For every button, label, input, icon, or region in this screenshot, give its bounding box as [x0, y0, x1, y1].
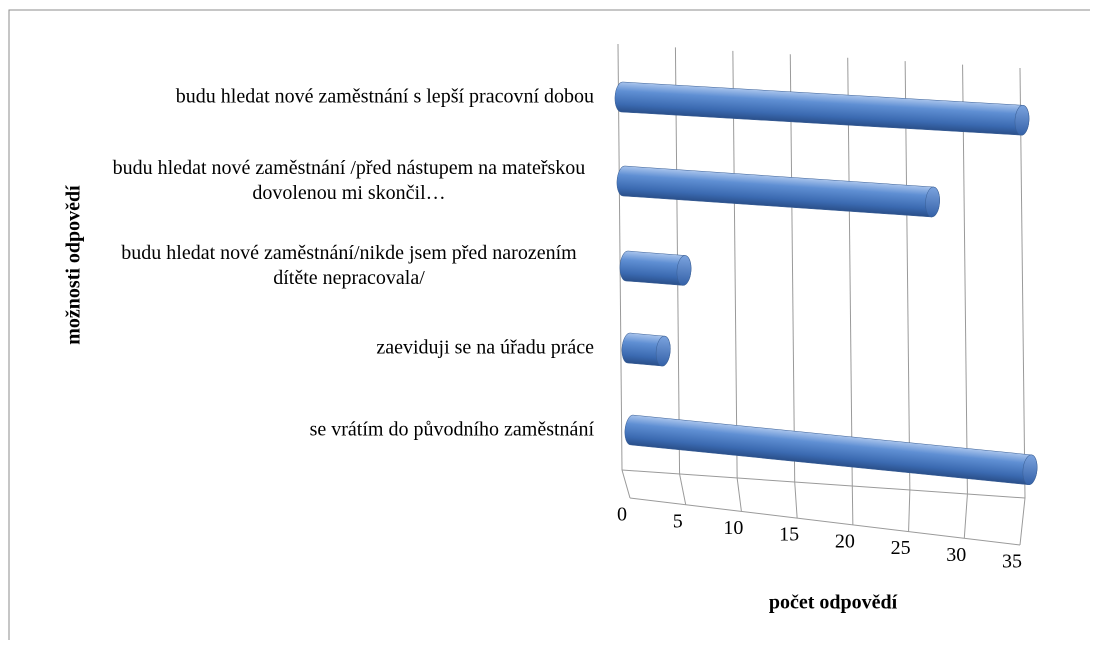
floor-grid-line [963, 493, 968, 539]
category-label-box: se vrátím do původního zaměstnání [74, 418, 594, 443]
bar-cap [655, 335, 671, 367]
floor-grid-line [908, 489, 911, 532]
bar-group [619, 250, 692, 286]
y-tick-label: zaeviduji se na úřadu práce [376, 336, 594, 359]
floor-grid-line [621, 469, 631, 499]
floor-grid-line [736, 477, 742, 512]
floor-grid-line [794, 481, 798, 519]
y-tick-label: budu hledat nové zaměstnání /před nástup… [112, 157, 586, 204]
grid-line [732, 50, 738, 479]
y-tick-label: budu hledat nové zaměstnání/nikde jsem p… [121, 242, 577, 289]
bar [616, 165, 940, 218]
bar-cap [1014, 104, 1030, 136]
floor-grid-line [1019, 497, 1026, 546]
x-tick-label: 25 [891, 537, 911, 559]
grid-line [789, 54, 796, 483]
grid-line [847, 57, 853, 487]
x-tick-label: 30 [946, 544, 966, 566]
category-label-box: budu hledat nové zaměstnání /před nástup… [74, 156, 594, 206]
floor-grid-line [851, 485, 854, 525]
grid-line [962, 64, 968, 495]
x-tick-label: 5 [673, 510, 683, 532]
grid-line [1019, 67, 1026, 499]
category-label-box: budu hledat nové zaměstnání s lepší prac… [74, 85, 594, 110]
category-label-box: zaeviduji se na úřadu práce [74, 336, 594, 361]
bar-group [621, 332, 671, 367]
bar-group [614, 81, 1030, 136]
x-tick-label: 20 [835, 530, 855, 552]
category-label-box: budu hledat nové zaměstnání/nikde jsem p… [74, 241, 594, 291]
chart-border [8, 9, 1090, 640]
grid [617, 43, 1026, 546]
bar-group [624, 414, 1038, 485]
bar-cap [676, 255, 692, 286]
y-tick-label: budu hledat nové zaměstnání s lepší prac… [175, 85, 594, 108]
y-axis-title: možnosti odpovědí [63, 185, 85, 345]
x-tick-label: 10 [723, 517, 743, 539]
x-tick-label: 35 [1002, 551, 1022, 573]
x-axis-title: počet odpovědí [769, 592, 898, 614]
floor-back-edge [621, 469, 1026, 499]
x-tick-label: 15 [779, 524, 799, 546]
bar-group [616, 165, 940, 218]
grid-line [904, 61, 911, 491]
bar-cap [1022, 454, 1038, 485]
grid-line [617, 43, 623, 471]
bar-cap [925, 186, 940, 218]
floor-front-edge [629, 497, 1021, 546]
y-tick-label: se vrátím do původního zaměstnání [309, 418, 594, 441]
x-tick-label: 0 [617, 504, 627, 526]
floor-grid-line [679, 473, 687, 505]
